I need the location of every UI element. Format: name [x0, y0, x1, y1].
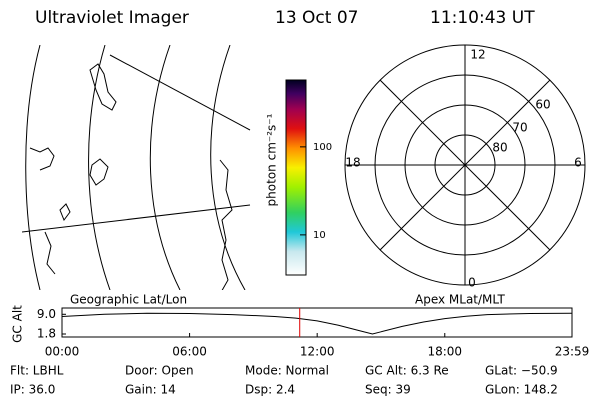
y-tick-label: 1.8 [37, 326, 56, 340]
x-tick-label: 23:59 [555, 345, 590, 359]
x-tick-label: 12:00 [300, 345, 335, 359]
mlt-label: 6 [574, 156, 582, 170]
mlt-label: 0 [468, 276, 476, 290]
timeline-ylabel: GC Alt [11, 305, 25, 343]
timeline-title-right: Apex MLat/MLT [415, 293, 505, 307]
x-tick-label: 18:00 [427, 345, 462, 359]
info-text: Door: Open [125, 364, 194, 378]
info-text: Dsp: 2.4 [245, 383, 295, 397]
x-tick-label: 06:00 [172, 345, 207, 359]
info-text: GLat: −50.9 [485, 364, 558, 378]
lat-label: 80 [492, 141, 507, 155]
colorbar-label: photon cm⁻²s⁻¹ [265, 113, 279, 206]
altitude-line [61, 312, 573, 335]
lat-label: 70 [512, 121, 527, 135]
time: 11:10:43 UT [430, 8, 535, 28]
geo-map [22, 45, 251, 290]
colorbar-tick-label: 100 [313, 142, 332, 153]
info-text: Seq: 39 [365, 383, 411, 397]
lat-label: 60 [535, 98, 550, 112]
info-text: Mode: Normal [245, 364, 329, 378]
y-tick-label: 9.0 [37, 307, 56, 321]
instrument: Ultraviolet Imager [35, 8, 189, 28]
x-tick-label: 00:00 [45, 345, 80, 359]
timeline-frame [61, 307, 573, 338]
colorbar-tick-label: 10 [313, 230, 326, 241]
mlt-label: 12 [470, 48, 485, 62]
info-text: Flt: LBHL [10, 364, 64, 378]
info-text: Gain: 14 [125, 383, 176, 397]
timeline-title-left: Geographic Lat/Lon [70, 293, 187, 307]
colorbar [285, 79, 307, 276]
polar-grid [344, 44, 586, 286]
info-text: GC Alt: 6.3 Re [365, 364, 449, 378]
mlt-label: 18 [345, 156, 360, 170]
date: 13 Oct 07 [275, 8, 358, 28]
info-text: GLon: 148.2 [485, 383, 558, 397]
info-text: IP: 36.0 [10, 383, 55, 397]
